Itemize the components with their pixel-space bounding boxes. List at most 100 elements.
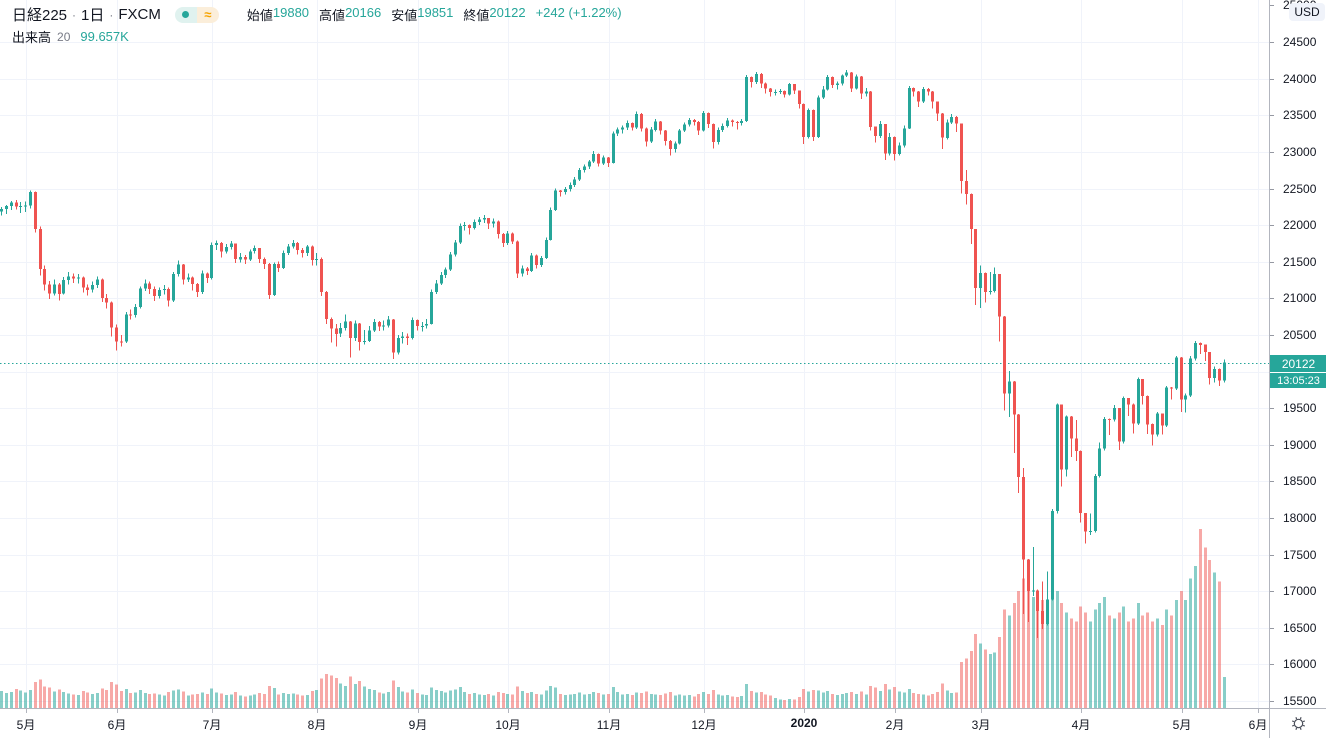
legend: 日経225 · 1日 · FXCM ≈ 始値 19880 高値 20166 安値 19… bbox=[12, 5, 622, 46]
price-tick-label: 20500 bbox=[1283, 328, 1317, 342]
legend-main-row: 日経225 · 1日 · FXCM ≈ 始値 19880 高値 20166 安値 19… bbox=[12, 5, 622, 24]
time-tick-mark bbox=[1081, 709, 1082, 713]
current-price-tag: 20122 bbox=[1270, 355, 1326, 372]
price-tick-label: 18500 bbox=[1283, 474, 1317, 488]
price-tick-label: 16000 bbox=[1283, 657, 1317, 671]
symbol-title[interactable]: 日経225 bbox=[12, 7, 68, 24]
price-tick-label: 21500 bbox=[1283, 255, 1317, 269]
price-tick-label: 23000 bbox=[1283, 145, 1317, 159]
price-tick-label: 17500 bbox=[1283, 548, 1317, 562]
gear-icon[interactable] bbox=[1291, 716, 1306, 731]
price-tick-label: 21000 bbox=[1283, 291, 1317, 305]
time-tick-mark bbox=[1258, 709, 1259, 713]
axis-settings-corner[interactable] bbox=[1269, 708, 1326, 738]
time-tick-label: 5月 bbox=[16, 718, 36, 732]
price-tick-mark bbox=[1270, 262, 1274, 263]
price-tick-label: 17000 bbox=[1283, 584, 1317, 598]
low-value: 19851 bbox=[417, 5, 454, 20]
price-tick-label: 24500 bbox=[1283, 35, 1317, 49]
delayed-data-icon[interactable]: ≈ bbox=[196, 6, 219, 23]
low-label: 安値 bbox=[391, 8, 418, 23]
price-tick-label: 19000 bbox=[1283, 438, 1317, 452]
price-tick-label: 22000 bbox=[1283, 218, 1317, 232]
time-tick-mark bbox=[317, 709, 318, 713]
time-tick-label: 6月 bbox=[1248, 718, 1268, 732]
currency-toggle[interactable]: USD bbox=[1289, 3, 1325, 21]
open-label: 始値 bbox=[246, 8, 273, 23]
price-tick-mark bbox=[1270, 152, 1274, 153]
time-tick-label: 2020 bbox=[790, 716, 818, 730]
volume-ma-param: 20 bbox=[57, 29, 71, 44]
time-tick-label: 2月 bbox=[885, 718, 905, 732]
time-tick-mark bbox=[609, 709, 610, 713]
time-tick-label: 5月 bbox=[1172, 718, 1192, 732]
price-tick-mark bbox=[1270, 408, 1274, 409]
time-tick-mark bbox=[117, 709, 118, 713]
time-tick-label: 12月 bbox=[691, 718, 717, 732]
grid-layer bbox=[0, 0, 1269, 708]
time-axis[interactable]: 5月 6月 7月 8月 9月 10月 11月 12月 2020 2月 3月 4月 5月 6月 bbox=[0, 708, 1269, 738]
volume-indicator-label[interactable]: 出来高 bbox=[12, 30, 52, 45]
price-tick-label: 16500 bbox=[1283, 621, 1317, 635]
price-tick-mark bbox=[1270, 298, 1274, 299]
time-tick-label: 9月 bbox=[408, 718, 428, 732]
close-value: 20122 bbox=[489, 5, 526, 20]
price-tick-label: 24000 bbox=[1283, 72, 1317, 86]
price-tick-mark bbox=[1270, 335, 1274, 336]
price-tick-mark bbox=[1270, 481, 1274, 482]
volume-value: 99.657K bbox=[80, 29, 129, 44]
price-tick-mark bbox=[1270, 628, 1274, 629]
time-tick-label: 4月 bbox=[1071, 718, 1091, 732]
time-tick-mark bbox=[1182, 709, 1183, 713]
price-tick-mark bbox=[1270, 591, 1274, 592]
price-tick-mark bbox=[1270, 701, 1274, 702]
time-tick-label: 7月 bbox=[202, 718, 222, 732]
interval-label[interactable]: 1日 bbox=[81, 7, 105, 24]
bar-countdown-tag: 13:05:23 bbox=[1270, 373, 1326, 388]
price-tick-label: 23500 bbox=[1283, 108, 1317, 122]
price-tick-mark bbox=[1270, 115, 1274, 116]
price-tick-mark bbox=[1270, 225, 1274, 226]
exchange-label: FXCM bbox=[118, 6, 161, 23]
price-tick-label: 18000 bbox=[1283, 511, 1317, 525]
chart-canvas[interactable] bbox=[0, 0, 1269, 708]
price-tick-mark bbox=[1270, 5, 1274, 6]
time-tick-mark bbox=[981, 709, 982, 713]
close-label: 終値 bbox=[463, 8, 490, 23]
chart-pane[interactable]: 日経225 · 1日 · FXCM ≈ 始値 19880 高値 20166 安値 19… bbox=[0, 0, 1269, 708]
open-value: 19880 bbox=[272, 5, 310, 20]
time-tick-mark bbox=[508, 709, 509, 713]
time-tick-label: 10月 bbox=[495, 718, 521, 732]
price-tick-mark bbox=[1270, 79, 1274, 80]
price-tick-mark bbox=[1270, 555, 1274, 556]
volume-series bbox=[0, 529, 1226, 708]
high-label: 高値 bbox=[319, 8, 346, 23]
candle-series bbox=[0, 69, 1226, 638]
time-tick-label: 3月 bbox=[971, 718, 991, 732]
time-tick-mark bbox=[895, 709, 896, 713]
time-tick-mark bbox=[704, 709, 705, 713]
time-tick-label: 8月 bbox=[307, 718, 327, 732]
price-tick-mark bbox=[1270, 42, 1274, 43]
volume-indicator-row: 出来高 20 99.657K bbox=[12, 27, 622, 46]
time-tick-mark bbox=[26, 709, 27, 713]
time-tick-label: 11月 bbox=[596, 718, 622, 732]
price-axis[interactable]: USD 20122 13:05:23 250002450024000235002… bbox=[1269, 0, 1326, 708]
price-tick-mark bbox=[1270, 445, 1274, 446]
price-tick-label: 15500 bbox=[1283, 694, 1317, 708]
status-pills: ≈ bbox=[174, 6, 219, 23]
price-tick-label: 19500 bbox=[1283, 401, 1317, 415]
time-tick-mark bbox=[212, 709, 213, 713]
time-tick-mark bbox=[418, 709, 419, 713]
dot-icon bbox=[182, 11, 190, 18]
legend-separator: · bbox=[72, 7, 77, 22]
price-tick-mark bbox=[1270, 664, 1274, 665]
price-tick-mark bbox=[1270, 518, 1274, 519]
legend-separator: · bbox=[109, 7, 114, 22]
time-tick-mark bbox=[804, 709, 805, 713]
time-tick-label: 6月 bbox=[107, 718, 127, 732]
price-tick-label: 22500 bbox=[1283, 182, 1317, 196]
market-status-icon[interactable] bbox=[174, 6, 197, 23]
ohlc-readout: 始値 19880 高値 20166 安値 19851 終値 20122 +242 (+1… bbox=[237, 5, 622, 24]
price-tick-mark bbox=[1270, 189, 1274, 190]
